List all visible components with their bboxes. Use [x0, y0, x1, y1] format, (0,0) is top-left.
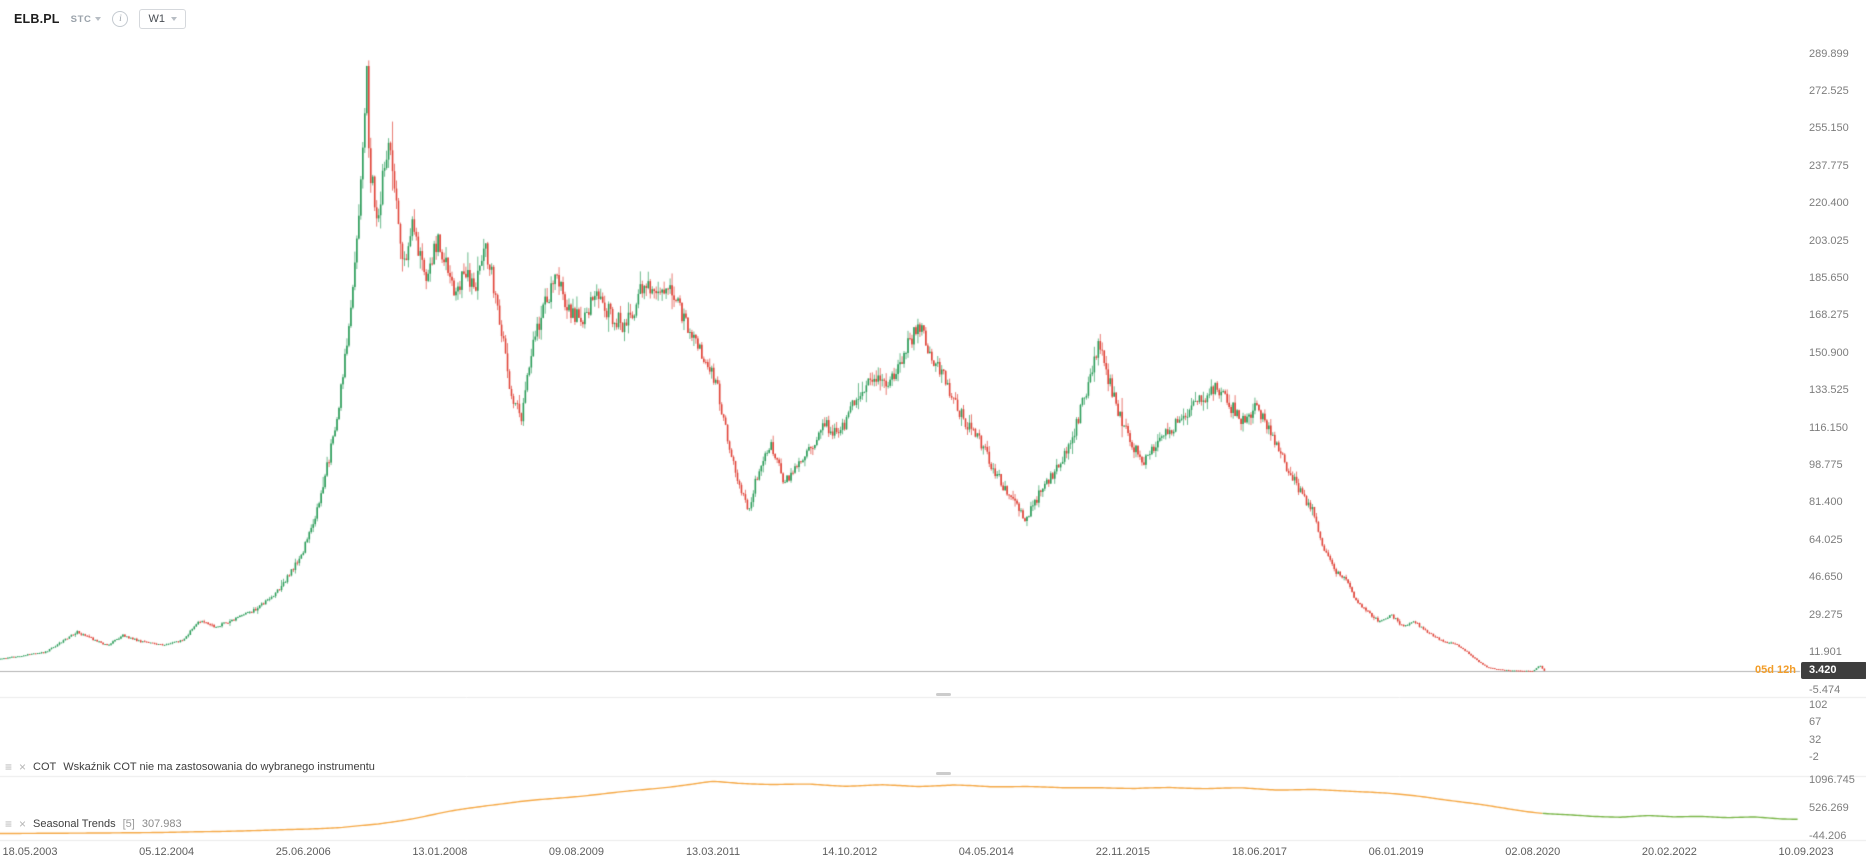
date-label: 20.02.2022 — [1641, 846, 1697, 858]
seasonal-tick: 1096.745 — [1809, 773, 1855, 786]
cot-tick: 32 — [1809, 733, 1822, 746]
cot-pane-axis[interactable]: 102 67 32 -2 — [1804, 0, 1866, 865]
bar-close-countdown: 05d 12h — [1755, 664, 1796, 677]
price-tick: 133.525 — [1809, 384, 1849, 397]
price-tick: 81.400 — [1809, 496, 1843, 509]
price-tick: 220.400 — [1809, 197, 1849, 210]
date-label: 13.03.2011 — [685, 846, 741, 858]
price-tick: 168.275 — [1809, 309, 1849, 322]
price-tick: 237.775 — [1809, 159, 1849, 172]
info-icon[interactable]: i — [112, 11, 129, 27]
price-tick: 64.025 — [1809, 533, 1843, 546]
price-tick: 185.650 — [1809, 271, 1849, 284]
date-label: 18.05.2003 — [2, 846, 58, 858]
seasonal-indicator-value: 307.983 — [141, 818, 182, 830]
category-dropdown[interactable]: STC — [71, 14, 102, 25]
seasonal-indicator-row: ≡ × Seasonal Trends [5] 307.983 — [5, 818, 182, 830]
chart-toolbar: ELB.PL STC i W1 — [14, 9, 186, 29]
date-label: 13.01.2008 — [412, 846, 468, 858]
date-label: 02.08.2020 — [1505, 846, 1561, 858]
date-label: 10.09.2023 — [1778, 846, 1834, 858]
date-label: 06.01.2019 — [1368, 846, 1424, 858]
date-label: 22.11.2015 — [1095, 846, 1151, 858]
cot-indicator-row: ≡ × COT Wskaźnik COT nie ma zastosowania… — [5, 761, 375, 773]
date-label: 18.06.2017 — [1232, 846, 1288, 858]
price-tick: 46.650 — [1809, 571, 1843, 584]
indicator-close-icon[interactable]: × — [19, 817, 27, 831]
time-axis[interactable]: 18.05.2003 05.12.2004 25.06.2006 13.01.2008… — [0, 841, 1866, 865]
seasonal-indicator-name[interactable]: Seasonal Trends — [33, 818, 116, 830]
price-tick: 11.901 — [1809, 646, 1842, 659]
price-tick: 29.275 — [1809, 608, 1843, 621]
seasonal-tick: -44.206 — [1809, 829, 1847, 842]
pane-resize-handle[interactable] — [936, 772, 951, 775]
last-price-tag: 3.420 — [1801, 662, 1866, 680]
indicator-settings-icon[interactable]: ≡ — [5, 760, 13, 774]
price-tick: -5.474 — [1809, 683, 1841, 696]
cot-tick: 102 — [1809, 698, 1828, 711]
indicator-close-icon[interactable]: × — [19, 760, 27, 774]
category-dropdown-label: STC — [70, 13, 92, 25]
indicator-settings-icon[interactable]: ≡ — [5, 817, 13, 831]
cot-indicator-name[interactable]: COT — [33, 761, 57, 773]
seasonal-tick: 526.269 — [1809, 801, 1849, 814]
date-label: 09.08.2009 — [548, 846, 604, 858]
timeframe-dropdown-label: W1 — [148, 13, 165, 25]
cot-tick: -2 — [1809, 751, 1819, 763]
price-tick: 255.150 — [1809, 122, 1849, 135]
chevron-down-icon — [95, 17, 102, 21]
cot-tick: 67 — [1809, 716, 1822, 728]
price-tick: 272.525 — [1809, 84, 1849, 97]
price-tick: 203.025 — [1809, 234, 1849, 247]
price-tick: 116.150 — [1809, 421, 1848, 434]
price-tick: 98.775 — [1809, 459, 1843, 472]
date-label: 04.05.2014 — [958, 846, 1014, 858]
price-axis[interactable]: 289.899 272.525 255.150 237.775 220.400 203.0… — [1804, 0, 1866, 865]
date-label: 05.12.2004 — [139, 846, 195, 858]
price-tick: 289.899 — [1809, 47, 1849, 60]
seasonal-indicator-params: [5] — [122, 818, 135, 830]
pane-resize-handle[interactable] — [936, 693, 951, 696]
date-label: 14.10.2012 — [822, 846, 878, 858]
symbol-label[interactable]: ELB.PL — [14, 12, 60, 26]
timeframe-dropdown[interactable]: W1 — [139, 9, 186, 29]
seasonal-pane-axis[interactable]: 1096.745 526.269 -44.206 — [1804, 0, 1866, 865]
chevron-down-icon — [170, 17, 177, 21]
price-tick: 150.900 — [1809, 346, 1849, 359]
date-label: 25.06.2006 — [275, 846, 331, 858]
cot-indicator-message: Wskaźnik COT nie ma zastosowania do wybr… — [63, 761, 375, 773]
